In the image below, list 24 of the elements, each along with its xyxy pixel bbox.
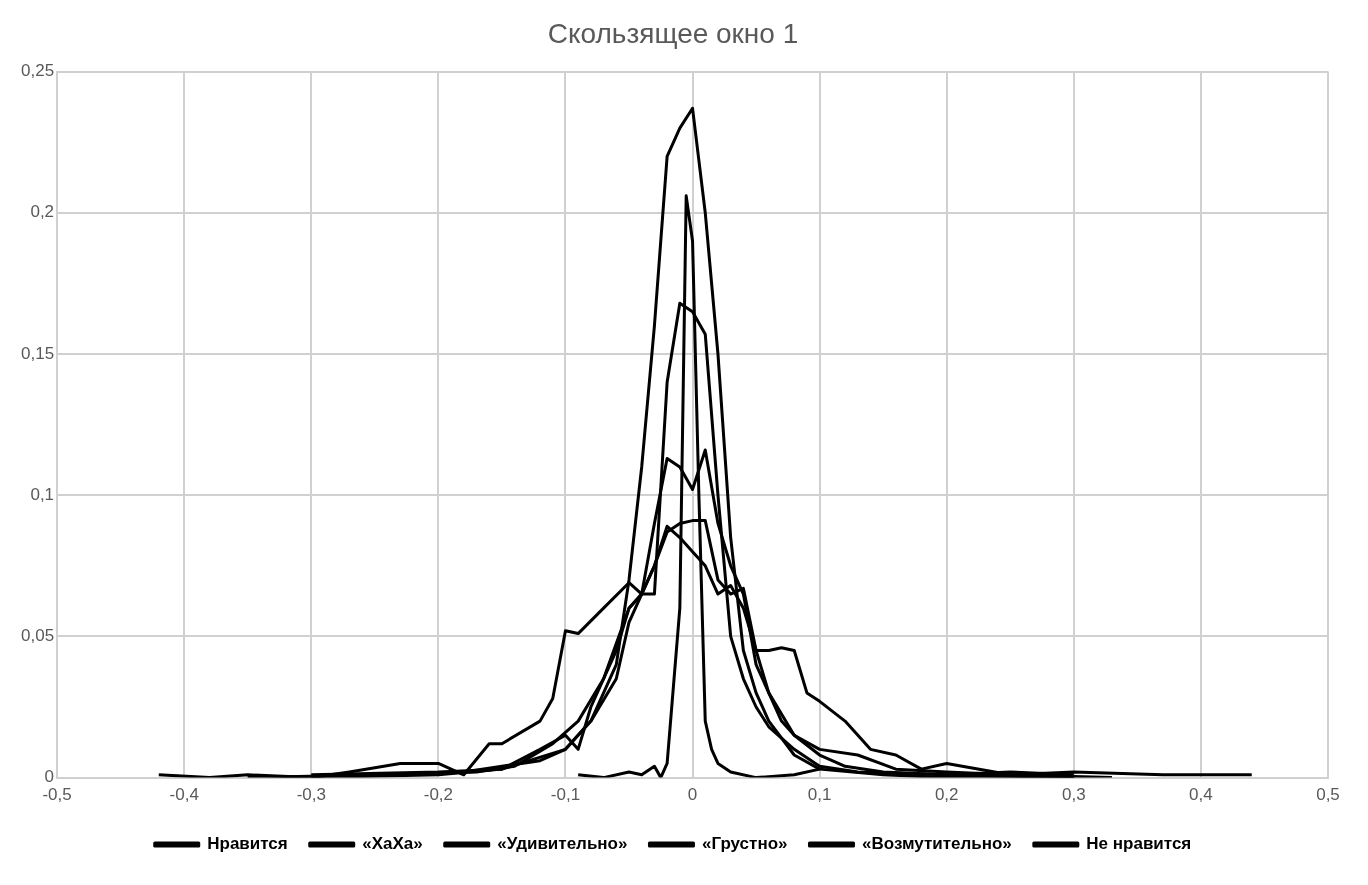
x-tick-label: -0,2 xyxy=(423,785,454,805)
y-tick-label: 0,2 xyxy=(30,202,55,222)
x-tick-label: 0,1 xyxy=(807,785,832,805)
y-tick-label: 0,15 xyxy=(20,343,55,363)
x-tick-label: 0,4 xyxy=(1189,785,1213,805)
y-tick-label: 0,05 xyxy=(20,626,55,646)
legend-label: «Возмутительно» xyxy=(861,834,1012,854)
legend-label: Нравится xyxy=(207,834,288,854)
legend-label: «Удивительно» xyxy=(497,834,628,854)
x-tick-label: 0,3 xyxy=(1062,785,1086,805)
chart-title: Скользящее окно 1 xyxy=(547,17,799,49)
y-tick-label: 0,1 xyxy=(30,484,55,504)
x-tick-label: -0,4 xyxy=(169,785,199,805)
x-tick-label: 0,2 xyxy=(934,785,959,805)
x-tick-label: -0,5 xyxy=(42,785,72,805)
legend-label: «Грустно» xyxy=(701,834,788,854)
x-tick-label: -0,3 xyxy=(296,785,326,805)
legend-label: «ХаХа» xyxy=(362,834,423,854)
y-tick-label: 0 xyxy=(44,767,55,787)
x-tick-label: 0,5 xyxy=(1316,785,1340,805)
x-tick-label: 0 xyxy=(687,785,698,805)
legend-label: Не нравится xyxy=(1086,834,1192,854)
y-tick-label: 0,25 xyxy=(20,61,55,81)
x-tick-label: -0,1 xyxy=(550,785,581,805)
